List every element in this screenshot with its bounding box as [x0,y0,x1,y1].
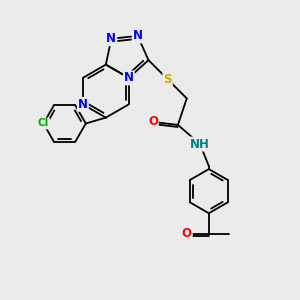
Text: N: N [78,98,88,111]
Text: NH: NH [190,137,210,151]
Text: O: O [148,116,158,128]
Text: S: S [164,73,172,86]
Text: N: N [133,29,143,42]
Text: N: N [124,71,134,84]
Text: O: O [182,227,192,240]
Text: Cl: Cl [38,118,49,128]
Text: N: N [106,32,116,45]
